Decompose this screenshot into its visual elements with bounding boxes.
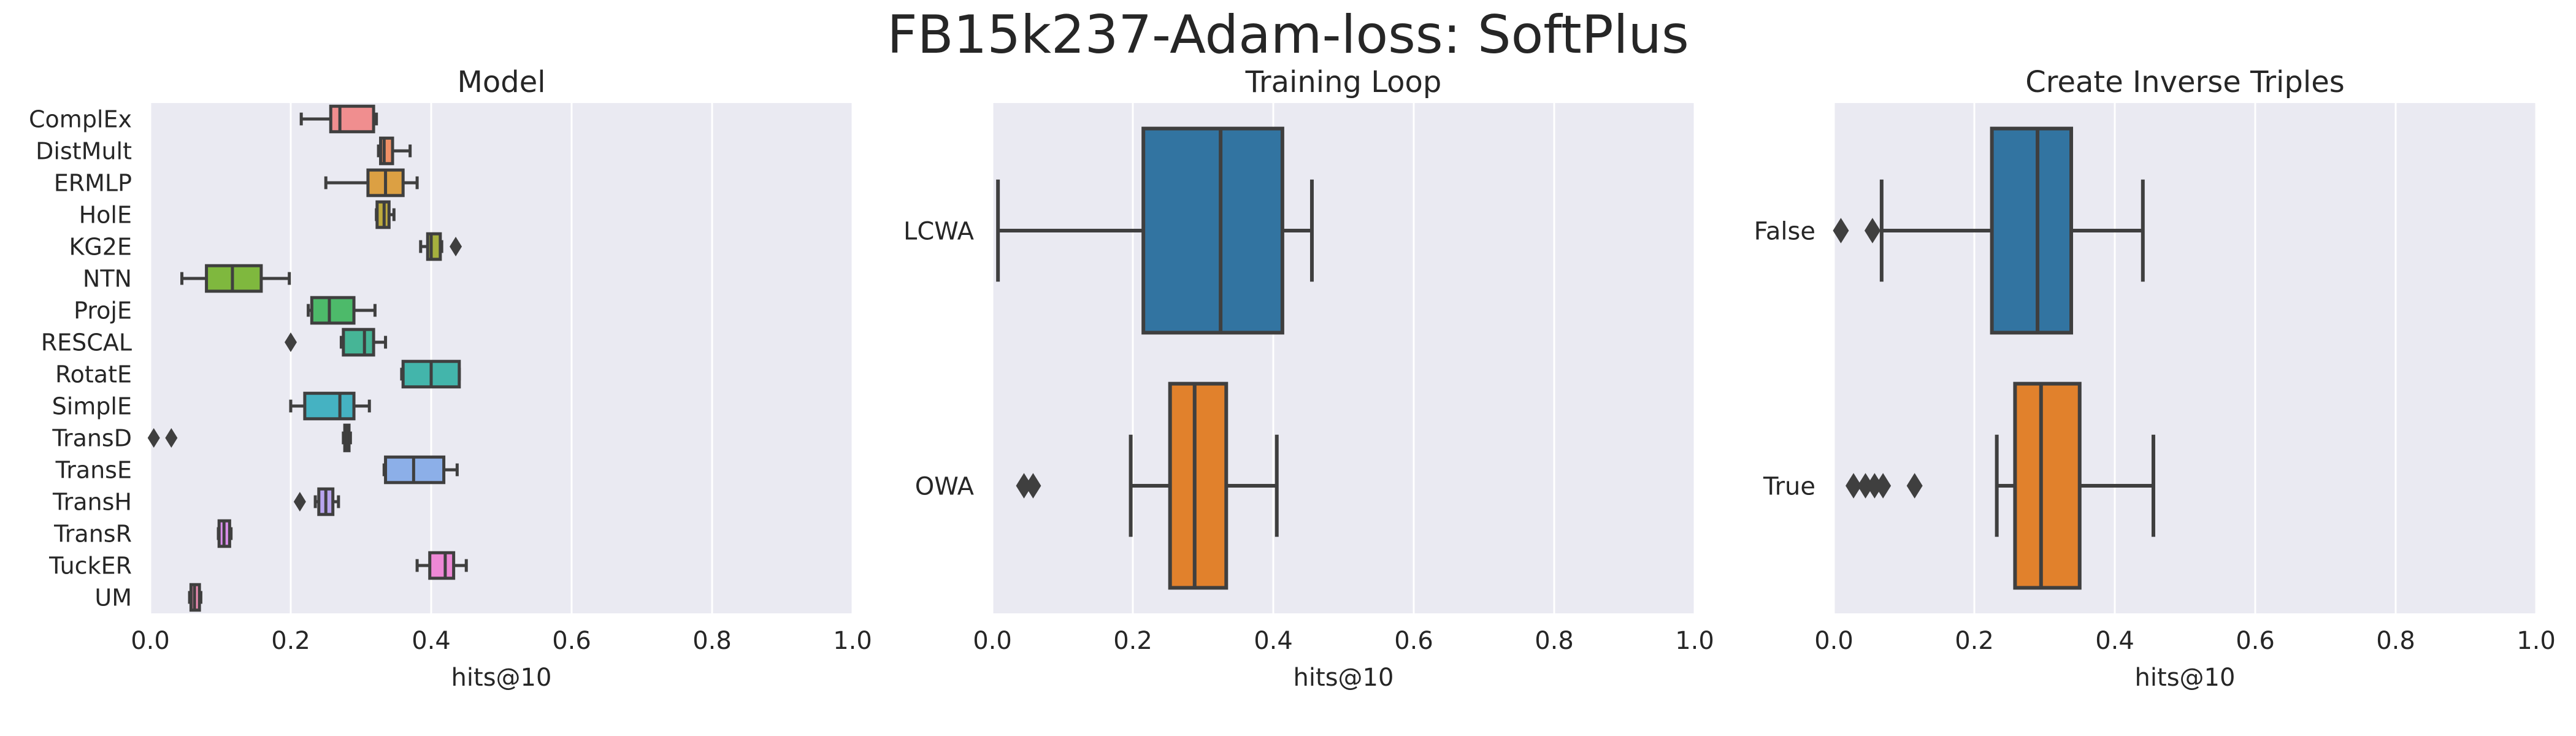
figure-title: FB15k237-Adam-loss: SoftPlus [887, 4, 1689, 66]
x-axis-label: hits@10 [2135, 664, 2236, 692]
y-tick-label: TransE [55, 457, 132, 484]
x-axis-label: hits@10 [451, 664, 552, 692]
box-group: HolE [79, 200, 396, 229]
outlier-point [450, 237, 462, 256]
box-group: True [1763, 381, 2155, 590]
y-tick-label: TransD [52, 425, 132, 452]
box [1168, 381, 1229, 590]
box-group: UM [94, 583, 202, 612]
box-group: ProjE [74, 296, 377, 325]
y-tick-label: LCWA [903, 217, 975, 245]
outlier-point [1016, 473, 1032, 499]
box-group: TuckER [48, 551, 468, 580]
y-tick-label: OWA [915, 472, 975, 500]
box [428, 551, 456, 580]
outlier-point [1833, 218, 1849, 243]
y-tick-label: RotatE [55, 361, 132, 388]
plot-area [1834, 103, 2536, 613]
x-tick-label: 0.4 [2095, 627, 2134, 655]
outlier-point [1866, 473, 1883, 499]
x-tick-label: 1.0 [2517, 627, 2556, 655]
box [310, 296, 356, 325]
y-tick-label: NTN [83, 266, 132, 293]
panel-title: Training Loop [1245, 65, 1442, 99]
y-tick-label: KG2E [69, 234, 132, 261]
box-group: OWA [915, 381, 1279, 590]
box-group: NTN [83, 264, 291, 293]
x-axis-label: hits@10 [1294, 664, 1394, 692]
outlier-point [293, 492, 306, 512]
box-group: TransE [55, 455, 459, 485]
box [426, 232, 442, 261]
y-tick-label: DistMult [36, 138, 132, 165]
y-tick-label: False [1754, 217, 1815, 245]
outlier-point [147, 428, 160, 448]
box-group: ComplEx [29, 104, 378, 134]
y-tick-label: ComplEx [29, 106, 132, 133]
box [379, 136, 394, 166]
x-tick-label: 0.2 [271, 627, 310, 655]
x-tick-label: 0.6 [2236, 627, 2275, 655]
x-tick-label: 0.4 [412, 627, 451, 655]
y-tick-label: TuckER [48, 553, 132, 580]
y-tick-label: ProjE [74, 297, 132, 324]
y-tick-label: SimplE [52, 393, 132, 420]
box-group: RESCAL [41, 328, 388, 357]
box-group: False [1754, 126, 2145, 335]
x-tick-label: 0.6 [1394, 627, 1433, 655]
x-tick-label: 0.2 [1955, 627, 1994, 655]
x-tick-label: 0.6 [552, 627, 591, 655]
chart-panel-0: 0.0 0.2 0.4 0.6 0.8 1.0 hits@10 Model ComplEx Dis… [29, 65, 872, 692]
box-group: LCWA [903, 126, 1314, 335]
outlier-point [165, 428, 178, 448]
plot-area [992, 103, 1695, 613]
outlier-point [285, 332, 297, 352]
y-tick-label: HolE [79, 202, 132, 229]
box [342, 328, 375, 357]
box [2013, 381, 2082, 590]
outlier-point [1864, 218, 1880, 243]
panel-title: Model [457, 65, 545, 99]
outlier-point [1025, 473, 1041, 499]
x-tick-label: 0.2 [1113, 627, 1152, 655]
box-group: TransR [53, 519, 233, 548]
box-group: TransD [52, 423, 352, 453]
outlier-point [1846, 473, 1862, 499]
x-tick-label: 1.0 [1675, 627, 1714, 655]
chart-panel-2: 0.0 0.2 0.4 0.6 0.8 1.0 hits@10 Create Inverse … [1754, 65, 2556, 692]
x-tick-label: 0.8 [1535, 627, 1574, 655]
box-group: TransH [52, 487, 340, 516]
outlier-point [1906, 473, 1923, 499]
x-tick-label: 0.4 [1254, 627, 1293, 655]
x-tick-label: 0.0 [1814, 627, 1853, 655]
box-group: SimplE [52, 391, 371, 421]
box [303, 391, 356, 421]
y-tick-label: TransR [53, 521, 132, 548]
box [1990, 126, 2074, 335]
panel-title: Create Inverse Triples [2025, 65, 2344, 99]
outlier-point [1875, 473, 1892, 499]
box-group: RotatE [55, 359, 461, 389]
x-tick-label: 0.0 [131, 627, 170, 655]
y-tick-label: ERMLP [54, 170, 132, 197]
y-tick-label: RESCAL [41, 329, 132, 356]
outlier-point [1857, 473, 1874, 499]
y-tick-label: TransH [52, 489, 132, 516]
box-group: KG2E [69, 232, 462, 261]
x-tick-label: 0.8 [2376, 627, 2415, 655]
y-tick-label: UM [94, 585, 132, 611]
x-tick-label: 0.8 [692, 627, 732, 655]
plot-area [150, 103, 853, 613]
box [1141, 126, 1284, 335]
y-tick-label: True [1763, 472, 1815, 500]
box-group: ERMLP [54, 168, 419, 197]
x-tick-label: 0.0 [973, 627, 1012, 655]
x-tick-label: 1.0 [833, 627, 872, 655]
box [329, 104, 375, 134]
chart-panel-1: 0.0 0.2 0.4 0.6 0.8 1.0 hits@10 Training Loop LC… [903, 65, 1714, 692]
box-group: DistMult [36, 136, 412, 166]
